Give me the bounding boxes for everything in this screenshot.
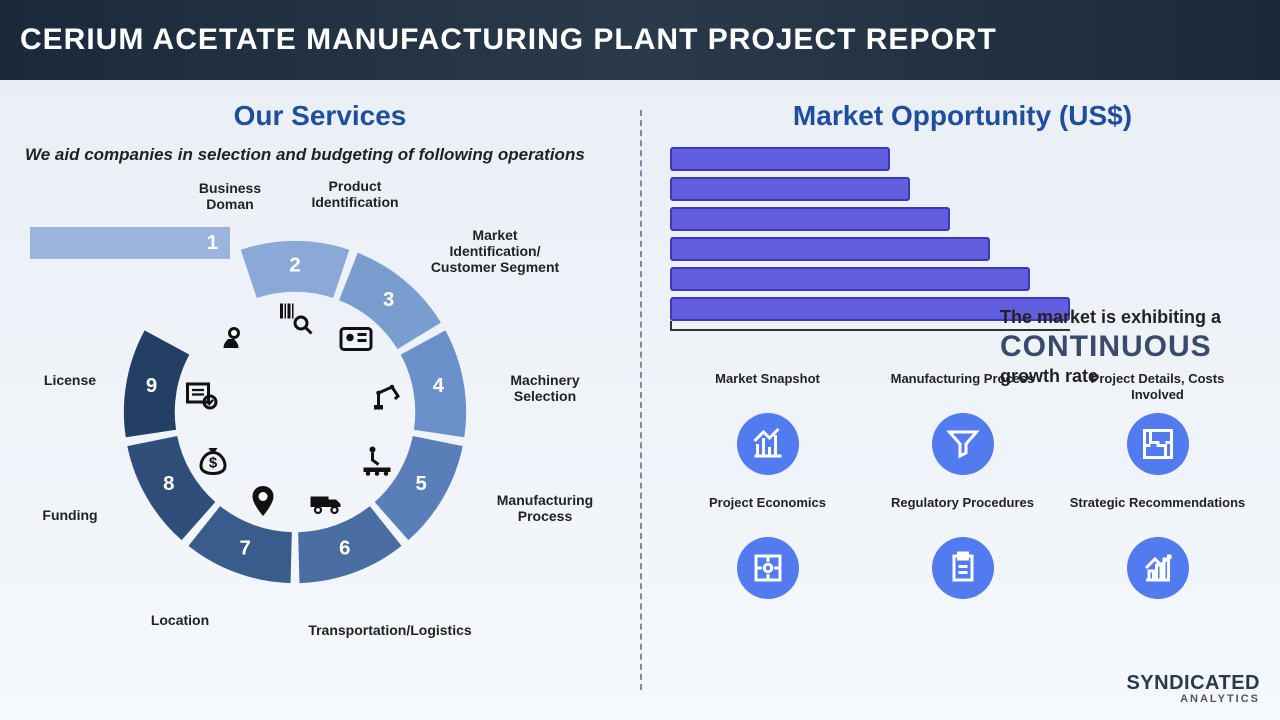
info-label: Strategic Recommendations bbox=[1068, 495, 1248, 527]
maze-icon bbox=[1127, 413, 1189, 475]
services-panel: Our Services We aid companies in selecti… bbox=[0, 80, 640, 720]
header-band: CERIUM ACETATE MANUFACTURING PLANT PROJE… bbox=[0, 0, 1280, 80]
segment-num-8: 8 bbox=[163, 473, 174, 495]
market-bar-5 bbox=[670, 267, 1030, 291]
info-cards-grid: Market SnapshotManufacturing ProcessProj… bbox=[670, 371, 1255, 599]
info-card-6: Strategic Recommendations bbox=[1068, 495, 1248, 599]
segment-label-9: License bbox=[25, 372, 115, 388]
growth-text-box: The market is exhibiting a CONTINUOUS gr… bbox=[1000, 305, 1250, 389]
info-label: Regulatory Procedures bbox=[873, 495, 1053, 527]
market-bar-1 bbox=[670, 147, 890, 171]
market-bar-4 bbox=[670, 237, 990, 261]
segment-label-5: Manufacturing Process bbox=[480, 492, 610, 524]
map-pin-icon bbox=[245, 483, 281, 519]
svg-text:$: $ bbox=[209, 454, 218, 471]
info-label: Project Economics bbox=[678, 495, 858, 527]
info-card-5: Regulatory Procedures bbox=[873, 495, 1053, 599]
puzzle-icon bbox=[737, 537, 799, 599]
info-card-4: Project Economics bbox=[678, 495, 858, 599]
content-area: Our Services We aid companies in selecti… bbox=[0, 80, 1280, 720]
brand-sub: ANALYTICS bbox=[1126, 693, 1260, 705]
info-label: Market Snapshot bbox=[678, 371, 858, 403]
growth-keyword: CONTINUOUS bbox=[1000, 330, 1250, 364]
vertical-divider bbox=[640, 110, 642, 690]
segment-label-4: Machinery Selection bbox=[490, 372, 600, 404]
segment-num-3: 3 bbox=[383, 289, 394, 311]
segment-label-7: Location bbox=[130, 612, 230, 628]
segment-label-3: Market Identification/ Customer Segment bbox=[430, 227, 560, 275]
money-bag-icon: $ bbox=[195, 442, 231, 478]
segment-num-9: 9 bbox=[146, 375, 157, 397]
market-title: Market Opportunity (US$) bbox=[670, 100, 1255, 132]
segment-label-2: Product Identification bbox=[295, 178, 415, 210]
robot-arm-icon bbox=[371, 378, 407, 414]
donut-chart: 2 3 4 5 6 7 8 9 bbox=[110, 227, 480, 597]
head-bulb-icon bbox=[216, 321, 252, 357]
segment-num-4: 4 bbox=[433, 375, 445, 397]
id-card-icon bbox=[338, 321, 374, 357]
growth-line1: The market is exhibiting a bbox=[1000, 305, 1250, 330]
segment-label-6: Transportation/Logistics bbox=[300, 622, 480, 638]
segment-num-6: 6 bbox=[339, 537, 350, 559]
worker-conveyor-icon bbox=[359, 442, 395, 478]
segment-label-1: Business Doman bbox=[175, 180, 285, 212]
segment-label-8: Funding bbox=[25, 507, 115, 523]
barcode-magnifier-icon bbox=[277, 299, 313, 335]
market-bar-2 bbox=[670, 177, 910, 201]
truck-icon bbox=[309, 483, 345, 519]
info-card-1: Market Snapshot bbox=[678, 371, 858, 475]
growth-line2: growth rate bbox=[1000, 364, 1250, 389]
segment-num-5: 5 bbox=[416, 473, 427, 495]
market-bar-3 bbox=[670, 207, 950, 231]
cert-check-icon bbox=[183, 378, 219, 414]
market-panel: Market Opportunity (US$) Market Snapshot… bbox=[640, 80, 1280, 720]
market-opportunity-chart bbox=[670, 147, 1070, 331]
segment-num-2: 2 bbox=[289, 255, 300, 277]
clipboard-icon bbox=[932, 537, 994, 599]
services-wheel: 1 23456789 Business DomanProduct Identif… bbox=[25, 172, 615, 632]
services-title: Our Services bbox=[25, 100, 615, 132]
page-title: CERIUM ACETATE MANUFACTURING PLANT PROJE… bbox=[20, 23, 997, 57]
chart-up-icon bbox=[737, 413, 799, 475]
bar-arrow-icon bbox=[1127, 537, 1189, 599]
services-subtitle: We aid companies in selection and budget… bbox=[25, 144, 615, 166]
segment-num-7: 7 bbox=[240, 537, 251, 559]
brand-logo: SYNDICATED ANALYTICS bbox=[1126, 672, 1260, 705]
brand-main: SYNDICATED bbox=[1126, 672, 1260, 694]
funnel-icon bbox=[932, 413, 994, 475]
